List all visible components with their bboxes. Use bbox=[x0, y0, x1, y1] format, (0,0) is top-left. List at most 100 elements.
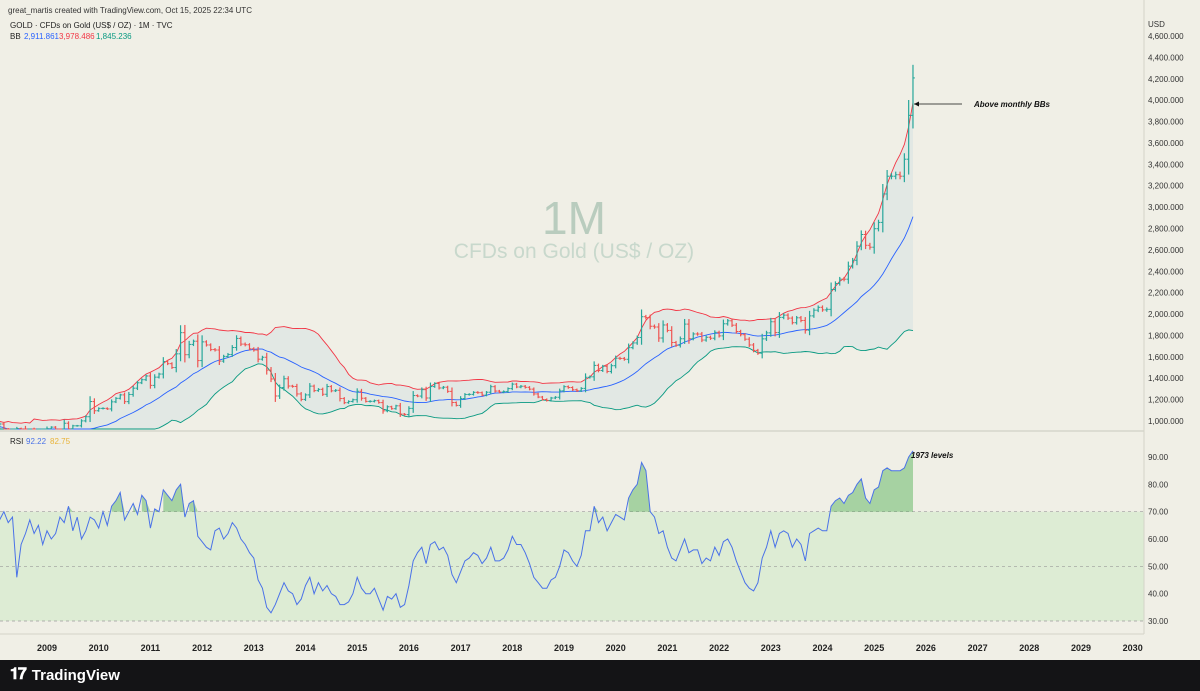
tradingview-brand[interactable]: 𝟏𝟕 TradingView bbox=[10, 666, 120, 684]
ohlc-bar[interactable] bbox=[566, 385, 571, 389]
ohlc-bar[interactable] bbox=[872, 222, 877, 254]
ohlc-bar[interactable] bbox=[536, 392, 541, 399]
ohlc-bar[interactable] bbox=[307, 383, 312, 398]
ohlc-bar[interactable] bbox=[523, 385, 528, 389]
ohlc-bar[interactable] bbox=[725, 318, 730, 326]
ohlc-bar[interactable] bbox=[406, 406, 411, 417]
ohlc-bar[interactable] bbox=[75, 424, 80, 427]
ohlc-bar[interactable] bbox=[755, 348, 760, 355]
ohlc-bar[interactable] bbox=[635, 335, 640, 345]
ohlc-bar[interactable] bbox=[544, 398, 549, 402]
rsi-legend-label[interactable]: RSI bbox=[10, 437, 23, 446]
ohlc-bar[interactable] bbox=[243, 342, 248, 347]
ohlc-bar[interactable] bbox=[213, 348, 217, 352]
ohlc-bar[interactable] bbox=[415, 394, 420, 398]
ohlc-bar[interactable] bbox=[230, 345, 235, 357]
ohlc-bar[interactable] bbox=[613, 355, 618, 369]
ohlc-bar[interactable] bbox=[148, 372, 153, 389]
ohlc-bar[interactable] bbox=[83, 415, 88, 423]
ohlc-bar[interactable] bbox=[152, 374, 157, 389]
ohlc-bar[interactable] bbox=[312, 384, 317, 393]
ohlc-bar[interactable] bbox=[859, 230, 864, 251]
ohlc-bar[interactable] bbox=[234, 335, 239, 351]
ohlc-bar[interactable] bbox=[6, 428, 11, 430]
ohlc-bar[interactable] bbox=[730, 319, 734, 327]
ohlc-bar[interactable] bbox=[885, 169, 890, 201]
ohlc-bar[interactable] bbox=[583, 373, 588, 393]
rsi-line[interactable] bbox=[0, 450, 914, 614]
ohlc-bar[interactable] bbox=[880, 184, 885, 233]
ohlc-bar[interactable] bbox=[256, 346, 261, 363]
ohlc-bar[interactable] bbox=[764, 330, 769, 341]
ohlc-bar[interactable] bbox=[902, 153, 907, 183]
ohlc-bar[interactable] bbox=[475, 391, 480, 394]
ohlc-bar[interactable] bbox=[144, 374, 149, 382]
ohlc-bar[interactable] bbox=[669, 326, 674, 347]
ohlc-bar[interactable] bbox=[855, 241, 859, 266]
ohlc-bar[interactable] bbox=[131, 385, 136, 397]
ohlc-bar[interactable] bbox=[661, 320, 666, 343]
rsi-pane[interactable] bbox=[0, 450, 1144, 622]
bb-lower-line[interactable] bbox=[0, 329, 914, 430]
ohlc-bar[interactable] bbox=[441, 385, 446, 390]
ohlc-bar[interactable] bbox=[139, 378, 144, 385]
ohlc-bar[interactable] bbox=[282, 375, 286, 391]
ohlc-bar[interactable] bbox=[329, 385, 334, 393]
ohlc-bar[interactable] bbox=[195, 334, 200, 368]
ohlc-bar[interactable] bbox=[294, 383, 299, 397]
ohlc-bar[interactable] bbox=[790, 316, 795, 325]
ohlc-bar[interactable] bbox=[70, 424, 75, 430]
ohlc-bar[interactable] bbox=[290, 384, 295, 388]
ohlc-bar[interactable] bbox=[510, 382, 515, 391]
ohlc-bar[interactable] bbox=[432, 382, 437, 388]
ohlc-bar[interactable] bbox=[101, 407, 105, 410]
ohlc-bar[interactable] bbox=[303, 393, 308, 401]
ohlc-bar[interactable] bbox=[458, 396, 463, 408]
ohlc-bar[interactable] bbox=[368, 400, 373, 403]
ohlc-bar[interactable] bbox=[781, 313, 786, 320]
ohlc-bar[interactable] bbox=[316, 388, 321, 392]
ohlc-bar[interactable] bbox=[376, 399, 381, 404]
ohlc-bar[interactable] bbox=[363, 397, 368, 403]
ohlc-bar[interactable] bbox=[342, 397, 347, 405]
ohlc-bar[interactable] bbox=[23, 425, 28, 430]
ohlc-bar[interactable] bbox=[807, 310, 812, 336]
bb-legend-label[interactable]: BB bbox=[10, 32, 21, 41]
ohlc-bar[interactable] bbox=[161, 357, 166, 379]
ohlc-bar[interactable] bbox=[338, 387, 342, 402]
ohlc-bar[interactable] bbox=[820, 305, 825, 312]
ohlc-bar[interactable] bbox=[424, 386, 429, 401]
ohlc-bar[interactable] bbox=[786, 313, 790, 320]
chart-area[interactable]: great_martis created with TradingView.co… bbox=[0, 0, 1200, 660]
ohlc-bar[interactable] bbox=[467, 393, 472, 396]
ohlc-bar[interactable] bbox=[721, 319, 726, 341]
ohlc-bar[interactable] bbox=[527, 386, 532, 391]
ohlc-bar[interactable] bbox=[251, 347, 256, 352]
ohlc-bar[interactable] bbox=[484, 391, 489, 397]
ohlc-bar[interactable] bbox=[445, 385, 450, 393]
ohlc-bar[interactable] bbox=[66, 421, 71, 430]
ohlc-bar[interactable] bbox=[708, 335, 713, 340]
ohlc-bar[interactable] bbox=[45, 426, 49, 430]
ohlc-bar[interactable] bbox=[385, 405, 390, 413]
ohlc-bar[interactable] bbox=[122, 392, 127, 405]
ohlc-bar[interactable] bbox=[876, 219, 881, 232]
ohlc-bar[interactable] bbox=[587, 375, 592, 379]
ohlc-bar[interactable] bbox=[863, 230, 868, 250]
ohlc-bar[interactable] bbox=[350, 398, 355, 403]
ohlc-bar[interactable] bbox=[824, 307, 829, 312]
ohlc-bar[interactable] bbox=[170, 362, 174, 369]
ohlc-bar[interactable] bbox=[803, 317, 808, 334]
ohlc-bar[interactable] bbox=[49, 426, 54, 430]
ohlc-bar[interactable] bbox=[221, 354, 226, 363]
ohlc-bar[interactable] bbox=[691, 332, 696, 341]
ohlc-bar[interactable] bbox=[738, 329, 743, 337]
ohlc-bar[interactable] bbox=[501, 390, 506, 394]
ohlc-bar[interactable] bbox=[402, 413, 407, 416]
ohlc-bar[interactable] bbox=[208, 343, 213, 352]
time-axis[interactable]: 2009 2010 2011 2012 2013 2014 2015 2016 2017 2018… bbox=[37, 643, 1143, 653]
ohlc-bar[interactable] bbox=[346, 400, 351, 404]
ohlc-bar[interactable] bbox=[191, 339, 196, 347]
ohlc-bar[interactable] bbox=[837, 276, 842, 286]
ohlc-bar[interactable] bbox=[773, 317, 778, 337]
